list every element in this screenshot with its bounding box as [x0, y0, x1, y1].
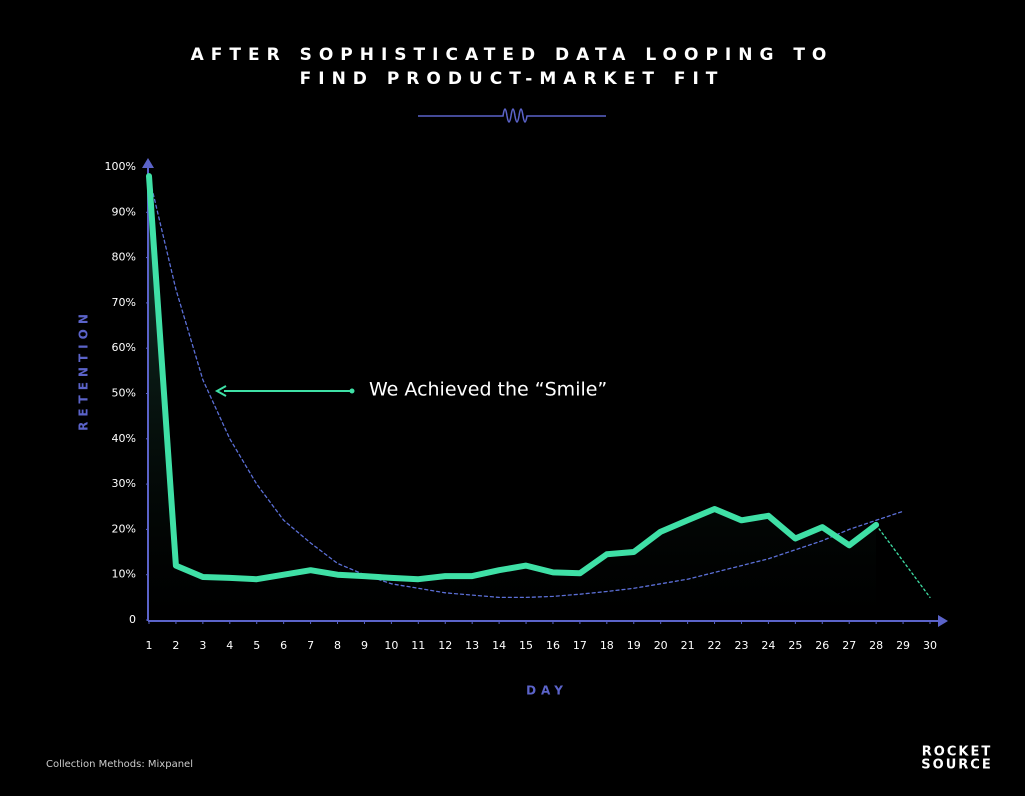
- y-tick-label: 10%: [112, 568, 136, 581]
- x-tick-label: 7: [307, 639, 314, 652]
- x-tick-label: 19: [627, 639, 641, 652]
- y-tick-label: 30%: [112, 477, 136, 490]
- logo: ROCKET: [922, 745, 992, 760]
- x-tick-label: 9: [361, 639, 368, 652]
- x-tick-label: 20: [654, 639, 668, 652]
- chart-title: FIND PRODUCT-MARKET FIT: [300, 69, 725, 89]
- y-tick-label: 60%: [112, 341, 136, 354]
- annotation: We Achieved the “Smile”: [369, 379, 607, 401]
- x-tick-label: 18: [600, 639, 614, 652]
- y-tick-label: 90%: [112, 205, 136, 218]
- logo: SOURCE: [921, 758, 992, 773]
- y-axis-label: RETENTION: [77, 309, 91, 431]
- footnote: Collection Methods: Mixpanel: [46, 759, 193, 770]
- x-tick-label: 11: [411, 639, 425, 652]
- line: [146, 173, 880, 583]
- x-tick-label: 10: [384, 639, 398, 652]
- y-tick-label: 40%: [112, 432, 136, 445]
- area: [149, 176, 877, 620]
- title-divider: [418, 108, 606, 123]
- x-tick-label: 16: [546, 639, 560, 652]
- x-tick-label: 15: [519, 639, 533, 652]
- x-tick-label: 1: [146, 639, 153, 652]
- x-tick-label: 24: [761, 639, 775, 652]
- x-tick-label: 5: [253, 639, 260, 652]
- line: [148, 175, 904, 599]
- chart-title: AFTER SOPHISTICATED DATA LOOPING TO: [191, 45, 834, 65]
- x-tick-label: 25: [788, 639, 802, 652]
- x-tick-label: 14: [492, 639, 506, 652]
- x-axis-label: DAY: [526, 684, 568, 698]
- line: [875, 524, 931, 599]
- x-tick-label: 27: [842, 639, 856, 652]
- x-tick-label: 22: [708, 639, 722, 652]
- x-tick-label: 21: [681, 639, 695, 652]
- annotation-arrowhead: [214, 385, 227, 397]
- y-tick-label: 50%: [112, 387, 136, 400]
- x-axis-arrow: [938, 615, 948, 627]
- y-tick-label: 0: [129, 613, 136, 626]
- x-tick-label: 6: [280, 639, 287, 652]
- y-tick-label: 70%: [112, 296, 136, 309]
- annotation-dot: [349, 388, 355, 394]
- x-tick-label: 4: [226, 639, 233, 652]
- y-tick-label: 100%: [105, 160, 136, 173]
- x-tick-label: 28: [869, 639, 883, 652]
- x-tick-label: 29: [896, 639, 910, 652]
- y-tick-label: 80%: [112, 251, 136, 264]
- x-tick-label: 2: [172, 639, 179, 652]
- x-tick-label: 13: [465, 639, 479, 652]
- x-tick-label: 3: [199, 639, 206, 652]
- x-tick-label: 17: [573, 639, 587, 652]
- x-tick-label: 26: [815, 639, 829, 652]
- x-tick-label: 30: [923, 639, 937, 652]
- y-axis-arrow: [142, 158, 154, 168]
- x-tick-label: 23: [734, 639, 748, 652]
- x-tick-label: 12: [438, 639, 452, 652]
- x-tick-label: 8: [334, 639, 341, 652]
- y-tick-label: 20%: [112, 522, 136, 535]
